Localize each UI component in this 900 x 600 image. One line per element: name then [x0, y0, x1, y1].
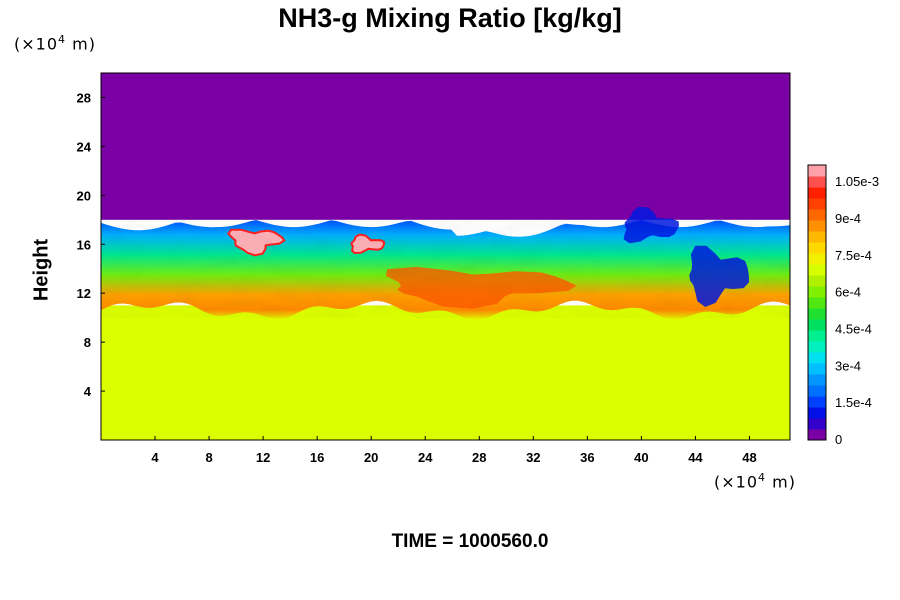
- x-unit-tail: m): [766, 472, 796, 492]
- plot-frame: [100, 72, 791, 441]
- colorbar-swatch: [808, 429, 826, 441]
- colorbar-swatch: [808, 187, 826, 199]
- x-tick-label: 20: [364, 450, 378, 465]
- y-unit-base: (×10: [14, 34, 59, 54]
- colorbar-label: 6e-4: [835, 285, 861, 300]
- colorbar-label: 9e-4: [835, 211, 861, 226]
- x-axis-unit: (×104 m): [714, 471, 796, 491]
- colorbar-swatch: [808, 418, 826, 430]
- x-tick-label: 32: [526, 450, 540, 465]
- colorbar-swatch: [808, 165, 826, 177]
- colorbar-swatch: [808, 286, 826, 298]
- upper-layer-region: [101, 73, 790, 220]
- colorbar-frame: [807, 164, 827, 441]
- colorbar-label: 4.5e-4: [835, 322, 872, 337]
- colorbar-swatch: [808, 374, 826, 386]
- colorbar-swatch: [808, 308, 826, 320]
- colorbar-swatch: [808, 231, 826, 243]
- colorbar-swatch: [808, 396, 826, 408]
- colorbar-swatch: [808, 176, 826, 188]
- colorbar-label: 3e-4: [835, 358, 861, 373]
- colorbar-swatch: [808, 220, 826, 232]
- colorbar-swatch: [808, 330, 826, 342]
- y-axis-ticks: 4 8 12 16 20 24 28: [77, 90, 105, 399]
- time-label: TIME = 1000560.0: [391, 531, 549, 552]
- chart-title: NH3-g Mixing Ratio [kg/kg]: [278, 3, 622, 33]
- y-tick-label: 12: [77, 286, 91, 301]
- y-tick-label: 20: [77, 188, 91, 203]
- x-unit-base: (×10: [714, 472, 759, 492]
- y-unit-tail: m): [66, 34, 96, 54]
- colorbar-label: 1.5e-4: [835, 395, 872, 410]
- y-tick-label: 4: [84, 384, 92, 399]
- x-tick-label: 4: [151, 450, 159, 465]
- colorbar-swatch: [808, 385, 826, 397]
- x-tick-label: 36: [580, 450, 594, 465]
- y-tick-label: 16: [77, 237, 91, 252]
- y-tick-label: 28: [77, 90, 91, 105]
- colorbar: [807, 164, 827, 441]
- x-tick-label: 12: [256, 450, 270, 465]
- turbulence-texture: [101, 219, 790, 318]
- x-tick-label: 48: [742, 450, 756, 465]
- x-tick-label: 28: [472, 450, 486, 465]
- colorbar-label: 7.5e-4: [835, 248, 872, 263]
- y-unit-exponent: 4: [58, 33, 67, 46]
- colorbar-swatch: [808, 352, 826, 364]
- x-tick-label: 8: [205, 450, 212, 465]
- colorbar-swatch: [808, 253, 826, 265]
- y-tick-label: 8: [84, 335, 91, 350]
- colorbar-label: 0: [835, 432, 842, 447]
- y-tick-label: 24: [77, 139, 92, 154]
- plot-area: [101, 73, 790, 440]
- colorbar-labels: 0 1.5e-4 3e-4 4.5e-4 6e-4 7.5e-4 9e-4 1.05e-3: [835, 174, 879, 447]
- colorbar-swatch: [808, 319, 826, 331]
- colorbar-swatch: [808, 297, 826, 309]
- x-axis-ticks: 4 8 12 16 20 24 28 32 36 40 44 48: [151, 436, 757, 465]
- x-tick-label: 24: [418, 450, 433, 465]
- colorbar-label: 1.05e-3: [835, 174, 879, 189]
- y-axis-unit: (×104 m): [14, 33, 96, 53]
- lower-layer-region: [101, 305, 790, 440]
- x-tick-label: 44: [688, 450, 703, 465]
- colorbar-swatch: [808, 275, 826, 287]
- x-tick-label: 16: [310, 450, 324, 465]
- colorbar-swatch: [808, 264, 826, 276]
- colorbar-swatch: [808, 242, 826, 254]
- colorbar-swatch: [808, 209, 826, 221]
- colorbar-swatch: [808, 363, 826, 375]
- x-tick-label: 40: [634, 450, 648, 465]
- colorbar-swatch: [808, 407, 826, 419]
- colorbar-swatch: [808, 198, 826, 210]
- x-unit-exponent: 4: [758, 471, 767, 484]
- colorbar-swatch: [808, 341, 826, 353]
